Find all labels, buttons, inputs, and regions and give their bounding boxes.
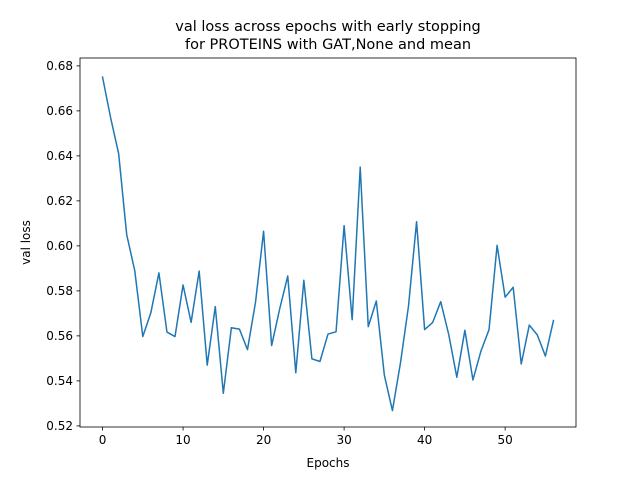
y-tick-label: 0.58 (46, 284, 73, 298)
y-tick-label: 0.62 (46, 194, 73, 208)
y-tick-label: 0.64 (46, 149, 73, 163)
y-tick-label: 0.54 (46, 374, 73, 388)
y-axis-label: val loss (19, 220, 33, 265)
x-tick-label: 20 (256, 433, 271, 447)
x-tick-label: 30 (336, 433, 351, 447)
y-tick-label: 0.52 (46, 419, 73, 433)
axes-frame (79, 57, 577, 428)
x-axis-ticks: 0 10 20 30 40 50 (99, 427, 513, 447)
y-tick-label: 0.66 (46, 104, 73, 118)
x-axis-label: Epochs (307, 456, 350, 470)
chart-title-line-2: for PROTEINS with GAT,None and mean (185, 37, 471, 53)
y-tick-label: 0.68 (46, 59, 73, 73)
chart-title: val loss across epochs with early stoppi… (175, 19, 480, 53)
x-tick-label: 50 (498, 433, 513, 447)
y-tick-label: 0.60 (46, 239, 73, 253)
x-tick-label: 40 (417, 433, 432, 447)
y-axis-ticks: 0.52 0.54 0.56 0.58 0.60 0.62 0.64 0.66 0.68 (46, 59, 80, 433)
x-tick-label: 10 (175, 433, 190, 447)
chart-title-line-1: val loss across epochs with early stoppi… (175, 19, 480, 35)
x-tick-label: 0 (99, 433, 107, 447)
plot-area (79, 57, 577, 428)
y-tick-label: 0.56 (46, 329, 73, 343)
series-line (101, 76, 555, 412)
